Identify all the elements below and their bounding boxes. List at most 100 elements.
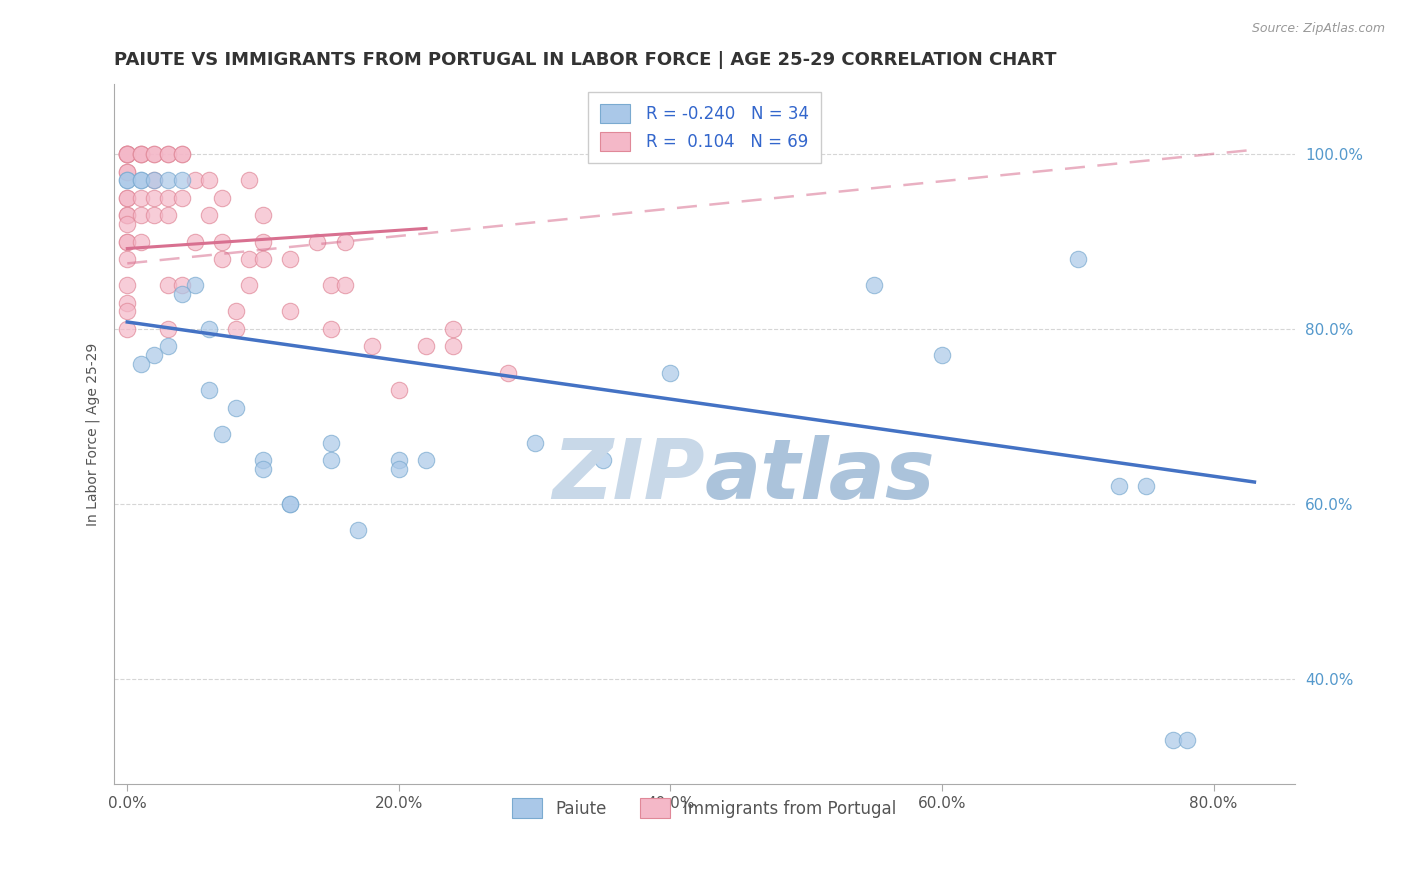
Point — [129, 173, 152, 187]
Point — [863, 278, 886, 293]
Point — [156, 191, 179, 205]
Point — [184, 235, 207, 249]
Point — [129, 147, 152, 161]
Point — [129, 208, 152, 222]
Point — [252, 453, 274, 467]
Point — [170, 191, 193, 205]
Point — [156, 339, 179, 353]
Point — [184, 278, 207, 293]
Legend: Paiute, Immigrants from Portugal: Paiute, Immigrants from Portugal — [505, 792, 904, 824]
Point — [225, 322, 247, 336]
Point — [117, 191, 139, 205]
Point — [117, 235, 139, 249]
Point — [388, 462, 411, 476]
Point — [388, 453, 411, 467]
Point — [117, 164, 139, 178]
Point — [143, 173, 166, 187]
Point — [156, 147, 179, 161]
Point — [307, 235, 329, 249]
Point — [252, 235, 274, 249]
Point — [360, 339, 382, 353]
Point — [197, 383, 219, 397]
Point — [170, 173, 193, 187]
Point — [211, 426, 233, 441]
Point — [197, 208, 219, 222]
Point — [117, 147, 139, 161]
Point — [238, 173, 260, 187]
Point — [1108, 479, 1130, 493]
Point — [117, 208, 139, 222]
Point — [117, 147, 139, 161]
Point — [129, 191, 152, 205]
Point — [319, 453, 342, 467]
Point — [278, 252, 301, 266]
Point — [117, 208, 139, 222]
Point — [129, 147, 152, 161]
Point — [278, 497, 301, 511]
Point — [238, 252, 260, 266]
Point — [156, 278, 179, 293]
Point — [117, 173, 139, 187]
Point — [319, 278, 342, 293]
Point — [156, 147, 179, 161]
Point — [170, 278, 193, 293]
Point — [388, 383, 411, 397]
Point — [197, 173, 219, 187]
Point — [129, 235, 152, 249]
Point — [278, 304, 301, 318]
Point — [252, 462, 274, 476]
Point — [117, 191, 139, 205]
Point — [252, 208, 274, 222]
Point — [156, 173, 179, 187]
Point — [129, 147, 152, 161]
Point — [441, 322, 464, 336]
Point — [415, 339, 437, 353]
Point — [496, 366, 519, 380]
Point — [129, 357, 152, 371]
Point — [117, 235, 139, 249]
Point — [117, 295, 139, 310]
Point — [143, 173, 166, 187]
Point — [441, 339, 464, 353]
Point — [319, 322, 342, 336]
Text: atlas: atlas — [704, 435, 935, 516]
Point — [170, 287, 193, 301]
Y-axis label: In Labor Force | Age 25-29: In Labor Force | Age 25-29 — [86, 343, 100, 525]
Point — [1067, 252, 1090, 266]
Point — [117, 164, 139, 178]
Point — [592, 453, 614, 467]
Point — [415, 453, 437, 467]
Point — [143, 208, 166, 222]
Text: ZIP: ZIP — [551, 435, 704, 516]
Point — [117, 147, 139, 161]
Point — [225, 401, 247, 415]
Point — [129, 173, 152, 187]
Point — [117, 252, 139, 266]
Point — [278, 497, 301, 511]
Point — [319, 435, 342, 450]
Point — [211, 191, 233, 205]
Text: Source: ZipAtlas.com: Source: ZipAtlas.com — [1251, 22, 1385, 36]
Point — [197, 322, 219, 336]
Point — [117, 304, 139, 318]
Point — [117, 147, 139, 161]
Point — [333, 235, 356, 249]
Point — [117, 278, 139, 293]
Point — [143, 147, 166, 161]
Point — [225, 304, 247, 318]
Point — [238, 278, 260, 293]
Point — [211, 235, 233, 249]
Point — [347, 523, 370, 537]
Point — [170, 147, 193, 161]
Point — [156, 322, 179, 336]
Point — [143, 348, 166, 362]
Point — [117, 147, 139, 161]
Point — [659, 366, 682, 380]
Point — [184, 173, 207, 187]
Point — [143, 191, 166, 205]
Text: PAIUTE VS IMMIGRANTS FROM PORTUGAL IN LABOR FORCE | AGE 25-29 CORRELATION CHART: PAIUTE VS IMMIGRANTS FROM PORTUGAL IN LA… — [114, 51, 1056, 69]
Point — [1161, 733, 1184, 747]
Point — [117, 173, 139, 187]
Point — [252, 252, 274, 266]
Point — [1135, 479, 1157, 493]
